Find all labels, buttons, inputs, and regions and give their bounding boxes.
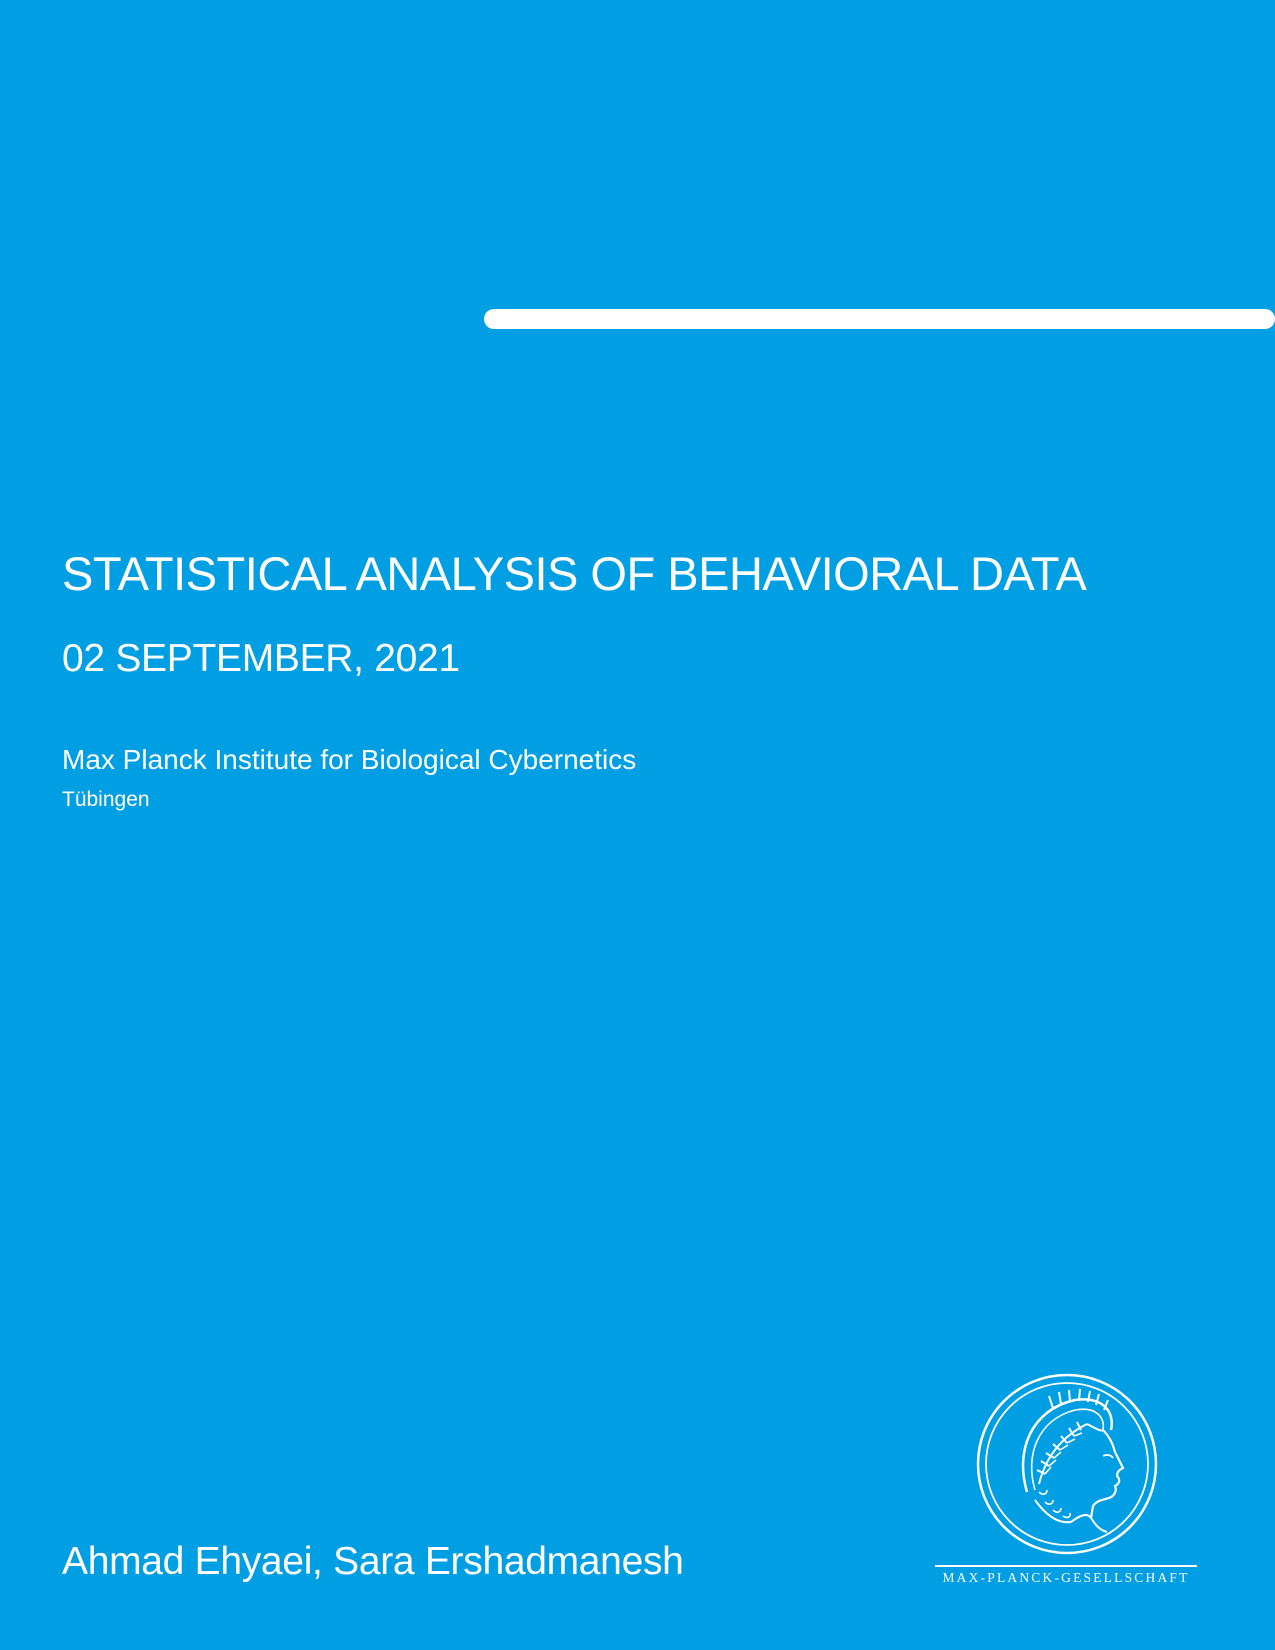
logo-wordmark: MAX-PLANCK-GESELLSCHAFT [942, 1570, 1190, 1585]
decorative-top-bar [484, 309, 1275, 329]
page-title: STATISTICAL ANALYSIS OF BEHAVIORAL DATA [62, 547, 1087, 600]
report-date: 02 SEPTEMBER, 2021 [62, 637, 460, 680]
institute-name: Max Planck Institute for Biological Cybe… [62, 744, 637, 775]
author-names: Ahmad Ehyaei, Sara Ershadmanesh [62, 1540, 684, 1583]
max-planck-logo: MAX-PLANCK-GESELLSCHAFT [935, 1372, 1197, 1588]
minerva-head-icon [976, 1373, 1158, 1555]
institute-city: Tübingen [62, 788, 150, 811]
logo-divider [935, 1565, 1197, 1567]
